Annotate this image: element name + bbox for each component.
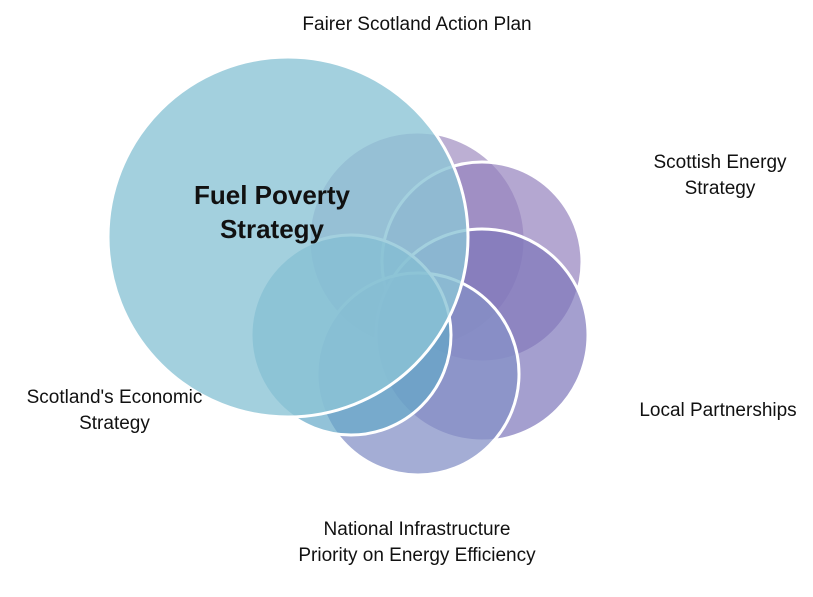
node-label: Local Partnerships bbox=[639, 400, 797, 421]
circle-center bbox=[106, 55, 470, 419]
node-label: Scotland's Economic Strategy bbox=[26, 387, 203, 434]
node-label: Scottish Energy Strategy bbox=[653, 152, 787, 199]
node-label: National Infrastructure Priority on Ener… bbox=[298, 519, 536, 566]
node-label: Fairer Scotland Action Plan bbox=[302, 14, 532, 35]
center-label: Fuel Poverty Strategy bbox=[193, 180, 351, 244]
